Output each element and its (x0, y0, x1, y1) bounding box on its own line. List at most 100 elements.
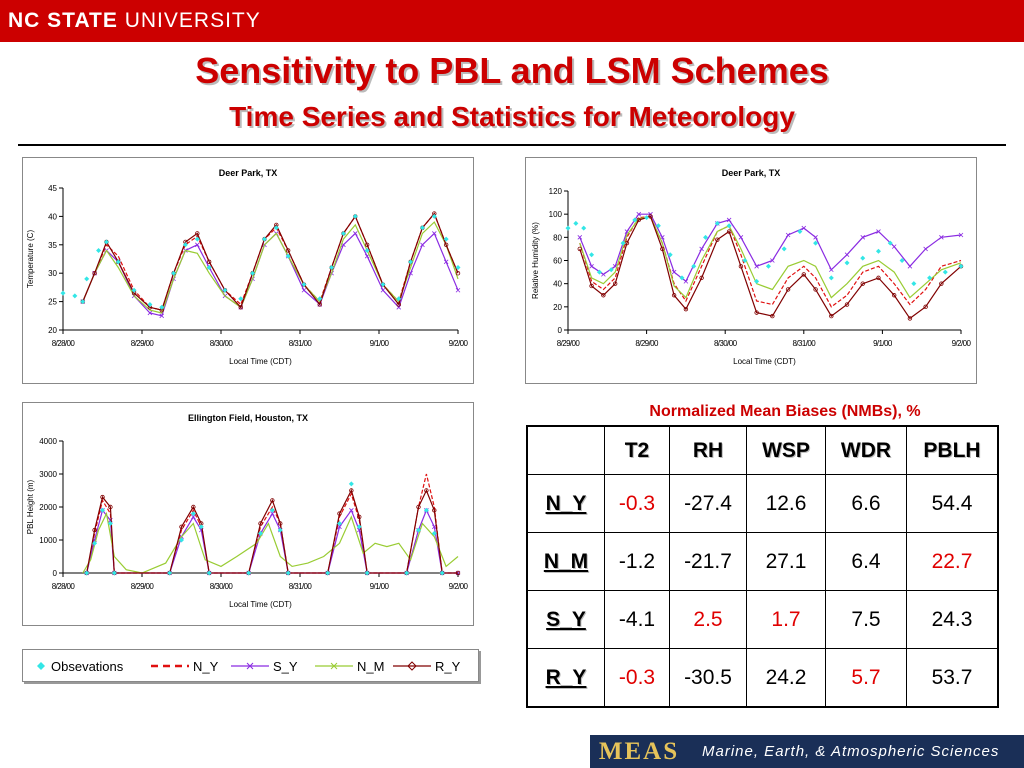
slide-title: Sensitivity to PBL and LSM Schemes (195, 50, 829, 91)
legend-label-s_y: S_Y (273, 659, 298, 674)
nmb-cell: -21.7 (669, 532, 747, 591)
series-obs-point (431, 530, 437, 536)
university-logo: NC STATE UNIVERSITY (8, 9, 261, 32)
series-r_y-point (416, 504, 421, 510)
series-obs-point (419, 225, 425, 231)
series-obs-point (246, 570, 252, 576)
series-line-r_y (82, 212, 459, 311)
series-r_y-point (860, 281, 865, 286)
series-s_y-point (301, 287, 307, 293)
series-obs-point (781, 246, 787, 252)
series-obs-point (194, 236, 200, 242)
series-s_y-point (726, 217, 732, 223)
series-s_y-point (683, 279, 689, 284)
y-tick-label: 35 (48, 241, 57, 250)
pbl-height-chart: Ellington Field, Houston, TX 0 1000 2000 300… (22, 402, 474, 626)
series-obs-point (844, 260, 850, 266)
series-obs-point (364, 247, 370, 253)
series-obs-point (277, 527, 283, 533)
legend-obs-marker (37, 662, 45, 670)
chart-title: Deer Park, TX (722, 168, 781, 178)
series-r_y-point (939, 281, 944, 286)
meas-footer: MEAS Marine, Earth, & Atmospheric Scienc… (590, 735, 1024, 768)
series-s_y-point (860, 235, 866, 240)
series-r_y-point (364, 242, 370, 247)
y-tick-label: 80 (553, 233, 562, 242)
series-obs-point (911, 281, 917, 287)
series-obs-point (348, 481, 354, 487)
series-r_y-point (349, 488, 354, 493)
y-tick-label: 100 (549, 210, 563, 219)
series-obs-point (238, 296, 244, 302)
series-obs-point (644, 215, 650, 221)
nmb-table-title: Normalized Mean Biases (NMBs), % (649, 403, 921, 420)
y-axis-label: PBL Height (m) (26, 479, 35, 534)
series-s_y-point (349, 508, 354, 513)
nmb-cell: 6.6 (825, 474, 907, 533)
series-r_y-point (317, 302, 322, 307)
series-r_y-point (191, 504, 196, 510)
series-obs-point (765, 263, 771, 269)
series-obs-point (206, 570, 212, 576)
series-obs-point (171, 270, 177, 276)
series-obs-point (754, 278, 760, 284)
x-tick-label: 9/1/00 (370, 582, 390, 591)
series-r_y-point (455, 270, 461, 276)
y-tick-label: 20 (553, 303, 562, 312)
series-obs-point (100, 507, 105, 513)
series-r_y-point (455, 570, 461, 576)
series-obs-point (222, 287, 228, 293)
series-r_y-point (726, 229, 732, 234)
series-s_y-point (829, 267, 834, 273)
series-r_y-point (337, 511, 342, 516)
nmb-cell: 2.5 (669, 590, 747, 649)
legend-marker-n_m (330, 662, 338, 670)
series-obs-point (455, 265, 461, 271)
nmb-cell: 7.5 (825, 590, 907, 649)
series-s_y-point (270, 511, 275, 516)
legend-marker-s_y (246, 662, 254, 670)
series-r_y-point (270, 498, 275, 503)
series-obs-point (92, 540, 98, 546)
series-r_y-point (100, 494, 105, 500)
x-tick-label: 8/31/00 (289, 582, 313, 591)
series-obs-point (167, 570, 173, 576)
nmb-col-t2: T2 (604, 425, 670, 475)
x-tick-label: 8/28/00 (52, 339, 76, 348)
chart-title: Deer Park, TX (219, 168, 278, 178)
series-obs-point (285, 253, 291, 259)
series-obs-point (364, 570, 370, 576)
temperature-chart-svg: Deer Park, TX 20 25 30 35 40 45 8/28/00 8/29/00 8… (26, 168, 469, 366)
series-r_y-point (891, 293, 897, 298)
nmb-cell: 5.7 (825, 648, 907, 708)
x-tick-label: 8/30/00 (210, 339, 234, 348)
series-obs-point (84, 276, 90, 282)
series-obs-point (860, 255, 866, 261)
series-s_y-point (195, 242, 200, 248)
legend-label-n_y: N_Y (193, 659, 219, 674)
chart-legend: Obsevations N_Y S_Y N_M R_Y (22, 649, 479, 682)
series-obs-point (159, 304, 165, 310)
series-line-s_y (82, 232, 459, 317)
legend-label-obs: Obsevations (51, 659, 124, 674)
series-s_y-point (420, 242, 425, 248)
series-obs-point (813, 240, 819, 246)
series-r_y-point (601, 293, 606, 298)
series-obs-point (667, 252, 673, 258)
x-tick-label: 8/29/00 (635, 339, 659, 348)
nmb-row-label: N_Y (526, 474, 605, 533)
series-r_y-point (278, 521, 283, 526)
series-s_y-point (353, 231, 358, 236)
nmb-cell: -0.3 (604, 648, 670, 708)
series-obs-point (325, 570, 331, 576)
nmb-row-label: N_M (526, 532, 605, 591)
x-axis-label: Local Time (CDT) (229, 600, 292, 609)
pbl-height-chart-svg: Ellington Field, Houston, TX 0 1000 2000 300… (26, 413, 469, 609)
nmb-cell: 1.7 (746, 590, 826, 649)
series-s_y-point (923, 246, 928, 252)
series-r_y-point (206, 259, 212, 265)
y-tick-label: 25 (48, 298, 57, 307)
series-obs-point (589, 252, 595, 258)
y-tick-label: 40 (553, 280, 562, 289)
series-s_y-point (671, 269, 677, 275)
